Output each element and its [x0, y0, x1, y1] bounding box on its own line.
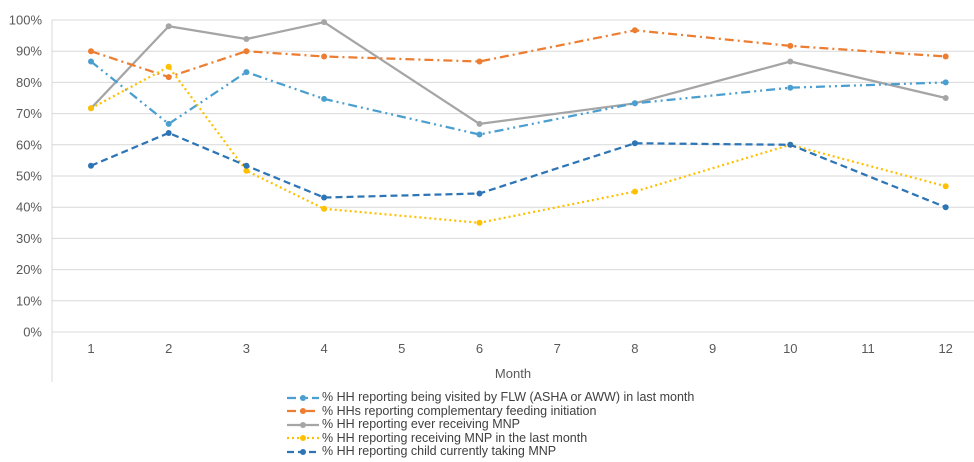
- data-point: [88, 58, 94, 65]
- data-point: [476, 58, 483, 65]
- legend-swatch: [287, 421, 319, 428]
- data-point: [787, 58, 794, 65]
- legend-item: % HHs reporting complementary feeding in…: [286, 403, 846, 419]
- legend-swatch: [287, 435, 319, 442]
- x-tick-label: 8: [631, 341, 638, 356]
- legend-swatch: [287, 448, 319, 455]
- x-tick-label: 1: [87, 341, 94, 356]
- y-tick-label: 10%: [16, 293, 42, 308]
- data-point: [321, 95, 328, 102]
- data-point: [476, 219, 483, 226]
- legend-item: % HH reporting being visited by FLW (ASH…: [286, 391, 846, 405]
- x-tick-label: 4: [320, 341, 327, 356]
- x-axis-title: Month: [495, 366, 531, 381]
- data-point: [88, 105, 94, 112]
- data-point: [243, 36, 250, 43]
- x-tick-label: 12: [938, 341, 952, 356]
- data-point: [88, 48, 94, 55]
- data-point: [165, 74, 172, 81]
- x-tick-label: 11: [861, 341, 875, 356]
- x-tick-label: 9: [709, 341, 716, 356]
- x-tick-label: 2: [165, 341, 172, 356]
- data-point: [787, 42, 794, 49]
- data-point: [321, 53, 328, 60]
- x-tick-label: 5: [398, 341, 405, 356]
- series-5: [88, 129, 949, 211]
- y-tick-label: 20%: [16, 262, 42, 277]
- data-point: [88, 162, 94, 169]
- y-tick-label: 40%: [16, 200, 42, 215]
- data-point: [787, 141, 794, 148]
- data-point: [631, 100, 638, 107]
- legend-item: % HH reporting ever receiving MNP: [286, 418, 846, 432]
- data-point: [321, 205, 328, 212]
- data-point: [942, 53, 949, 60]
- y-tick-label: 90%: [16, 44, 42, 59]
- data-point: [243, 162, 250, 169]
- data-point: [243, 167, 250, 174]
- series-lines: [88, 19, 949, 226]
- x-tick-label: 6: [476, 341, 483, 356]
- data-point: [942, 79, 949, 86]
- y-tick-label: 50%: [16, 169, 42, 184]
- data-point: [165, 23, 172, 30]
- data-point: [476, 131, 483, 138]
- gridlines: [52, 19, 974, 333]
- series-line: [90, 29, 946, 79]
- y-axis-ticks: 0% 10% 20% 30% 40% 50% 60% 70% 80% 90% 100%: [9, 13, 43, 340]
- y-tick-label: 0%: [23, 325, 42, 340]
- data-point: [476, 190, 483, 197]
- data-point: [165, 129, 172, 136]
- data-point: [476, 120, 483, 127]
- data-point: [787, 84, 794, 91]
- x-tick-label: 3: [243, 341, 250, 356]
- data-point: [321, 194, 328, 201]
- y-tick-label: 60%: [16, 137, 42, 152]
- data-point: [942, 183, 949, 190]
- legend-label: % HHs reporting complementary feeding in…: [322, 403, 597, 418]
- series-line: [90, 60, 946, 136]
- series-1: [88, 58, 949, 138]
- legend-item: % HH reporting child currently taking MN…: [286, 445, 846, 459]
- data-point: [942, 95, 949, 101]
- series-2: [88, 27, 949, 81]
- x-axis-ticks: 1 2 3 4 5 6 7 8 9 10 11 12: [87, 341, 953, 356]
- legend-label: % HH reporting being visited by FLW (ASH…: [322, 390, 695, 405]
- series-line: [90, 21, 946, 126]
- data-point: [243, 48, 250, 55]
- legend-item: % HH reporting receiving MNP in the last…: [286, 430, 846, 446]
- y-tick-label: 100%: [9, 13, 43, 28]
- series-line: [90, 131, 947, 209]
- x-tick-label: 7: [554, 341, 561, 356]
- legend-label: % HH reporting child currently taking MN…: [322, 444, 557, 459]
- data-point: [942, 204, 949, 211]
- data-point: [631, 188, 638, 195]
- data-point: [165, 120, 172, 127]
- y-tick-label: 70%: [16, 106, 42, 121]
- data-point: [321, 19, 328, 26]
- legend-swatch: [287, 394, 319, 401]
- data-point: [631, 140, 638, 147]
- legend-swatch: [287, 408, 319, 415]
- data-point: [631, 27, 638, 34]
- x-tick-label: 10: [783, 341, 797, 356]
- legend-label: % HH reporting receiving MNP in the last…: [322, 430, 588, 445]
- y-tick-label: 80%: [16, 75, 42, 90]
- data-point: [165, 63, 172, 70]
- y-tick-label: 30%: [16, 231, 42, 246]
- legend-label: % HH reporting ever receiving MNP: [322, 417, 520, 432]
- series-3: [88, 19, 949, 127]
- data-point: [243, 69, 250, 76]
- chart-legend: % HH reporting being visited by FLW (ASH…: [286, 391, 846, 459]
